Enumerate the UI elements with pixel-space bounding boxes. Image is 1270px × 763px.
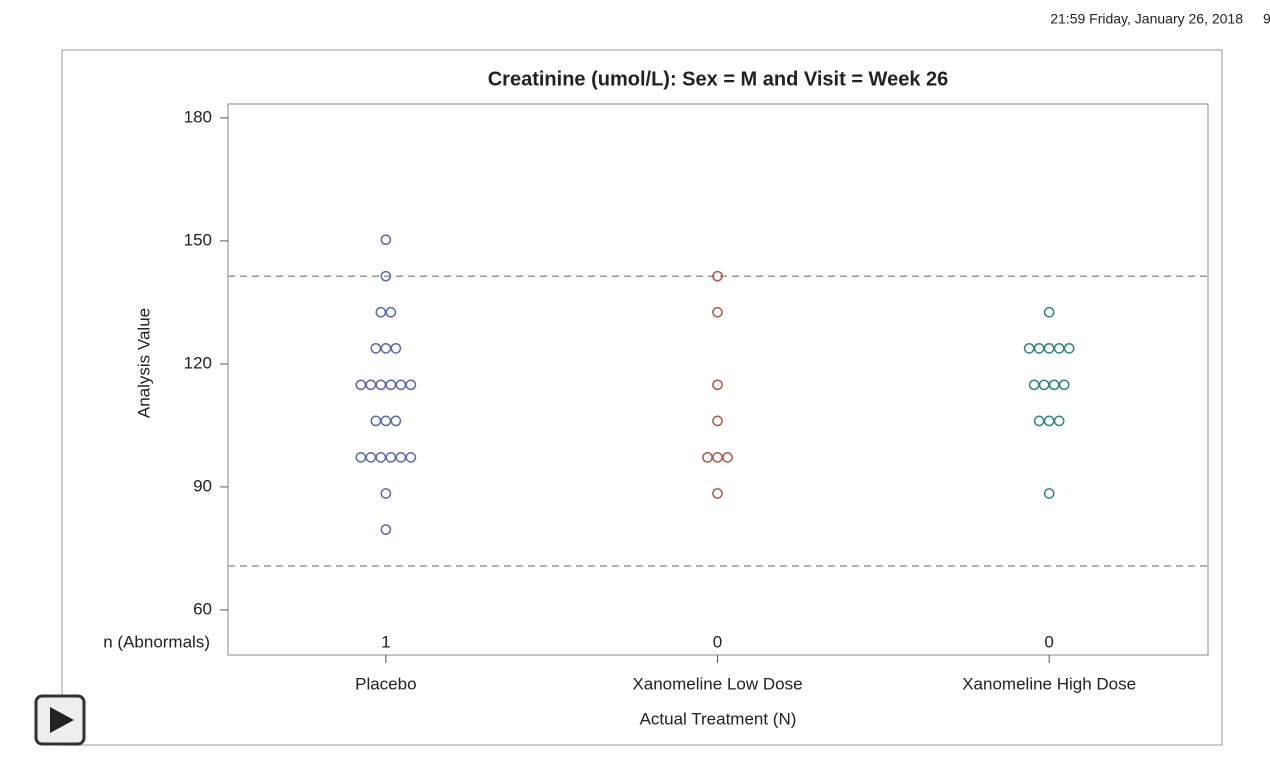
data-point bbox=[390, 415, 402, 427]
data-point bbox=[1023, 342, 1035, 354]
data-point bbox=[712, 379, 723, 391]
data-point bbox=[702, 452, 713, 463]
data-point bbox=[1033, 342, 1045, 354]
data-point bbox=[380, 488, 392, 499]
data-point bbox=[385, 379, 397, 391]
data-point bbox=[1028, 379, 1040, 391]
data-point bbox=[1033, 415, 1045, 427]
data-point bbox=[1053, 342, 1065, 354]
y-tick-label: 90 bbox=[193, 476, 212, 495]
play-button[interactable] bbox=[34, 694, 86, 746]
data-point bbox=[712, 452, 723, 463]
data-point bbox=[712, 488, 723, 499]
data-point bbox=[1043, 415, 1055, 427]
play-icon[interactable] bbox=[50, 707, 74, 733]
y-tick-label: 60 bbox=[193, 599, 212, 618]
data-point bbox=[365, 452, 377, 463]
data-point bbox=[380, 524, 392, 535]
data-point bbox=[375, 379, 387, 391]
data-point bbox=[722, 452, 733, 463]
data-point bbox=[375, 306, 387, 318]
data-point bbox=[355, 379, 367, 391]
data-point bbox=[355, 452, 367, 463]
data-point bbox=[395, 452, 407, 463]
output-frame bbox=[61, 49, 1223, 746]
y-axis-label: Analysis Value bbox=[134, 308, 153, 418]
x-tick-label: Placebo bbox=[355, 674, 416, 693]
data-point bbox=[370, 342, 382, 354]
timestamp: 21:59 Friday, January 26, 2018 bbox=[1050, 11, 1243, 27]
data-point bbox=[1053, 415, 1065, 427]
data-point bbox=[365, 379, 377, 391]
y-tick-label: 120 bbox=[184, 353, 212, 372]
data-point bbox=[380, 270, 392, 282]
abnormal-count: 1 bbox=[381, 632, 390, 651]
abnormal-count: 0 bbox=[713, 632, 722, 651]
data-point bbox=[405, 379, 417, 391]
data-point bbox=[1063, 342, 1075, 354]
data-point bbox=[380, 342, 392, 354]
chart-title: Creatinine (umol/L): Sex = M and Visit =… bbox=[488, 68, 949, 90]
data-point bbox=[1058, 379, 1070, 391]
abnormal-count: 0 bbox=[1044, 632, 1053, 651]
data-point bbox=[380, 234, 392, 246]
y-tick-label: 180 bbox=[184, 107, 212, 126]
x-tick-label: Xanomeline High Dose bbox=[962, 674, 1136, 693]
page-number: 9 bbox=[1263, 11, 1270, 27]
count-row-label: n (Abnormals) bbox=[103, 632, 210, 651]
data-point bbox=[712, 270, 723, 282]
data-point bbox=[1038, 379, 1050, 391]
data-point bbox=[1043, 306, 1055, 318]
data-point bbox=[405, 452, 417, 463]
data-point bbox=[1043, 488, 1055, 499]
data-point bbox=[385, 306, 397, 318]
data-point bbox=[712, 415, 723, 427]
x-axis-label: Actual Treatment (N) bbox=[640, 709, 797, 728]
x-tick-label: Xanomeline Low Dose bbox=[632, 674, 802, 693]
data-point bbox=[390, 342, 402, 354]
data-point bbox=[375, 452, 387, 463]
data-point bbox=[1048, 379, 1060, 391]
data-point bbox=[395, 379, 407, 391]
data-point bbox=[385, 452, 397, 463]
data-point bbox=[1043, 342, 1055, 354]
data-point bbox=[712, 306, 723, 318]
data-point bbox=[380, 415, 392, 427]
y-tick-label: 150 bbox=[184, 230, 212, 249]
data-point bbox=[370, 415, 382, 427]
